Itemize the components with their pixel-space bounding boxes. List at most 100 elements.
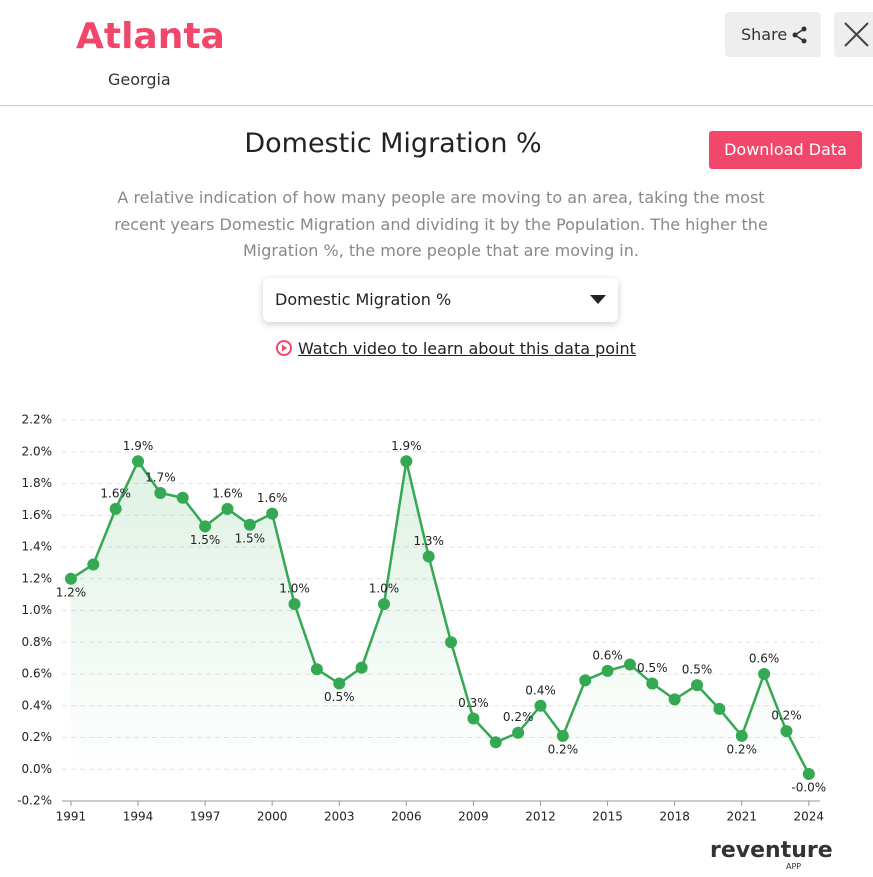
description: A relative indication of how many people… bbox=[114, 188, 768, 260]
point bbox=[579, 674, 592, 687]
close-icon bbox=[844, 22, 869, 47]
line bbox=[70, 458, 810, 775]
share-icon bbox=[792, 26, 807, 44]
point bbox=[288, 598, 301, 611]
point bbox=[266, 507, 279, 520]
y-tick-label: 1.0% bbox=[22, 603, 53, 617]
data-label: 0.4% bbox=[525, 683, 556, 697]
data-label: 0.2% bbox=[503, 710, 534, 724]
point bbox=[445, 636, 458, 649]
play-icon bbox=[276, 340, 292, 356]
dropdown-arrow bbox=[590, 295, 606, 304]
point bbox=[154, 487, 167, 500]
data-label: 0.5% bbox=[637, 661, 668, 675]
point bbox=[467, 712, 480, 725]
data-label: 1.6% bbox=[100, 486, 131, 500]
y-tick-label: 0.6% bbox=[22, 667, 53, 681]
data-label: 1.7% bbox=[145, 471, 176, 485]
point bbox=[355, 661, 368, 674]
video-link-text: Watch video to learn about this data poi… bbox=[298, 339, 636, 358]
data-label: 0.2% bbox=[548, 742, 579, 756]
dropdown-label: Domestic Migration % bbox=[275, 290, 452, 309]
x-tick-label: 2015 bbox=[592, 810, 623, 824]
y-tick-label: 1.8% bbox=[22, 476, 53, 490]
data-label: 0.5% bbox=[682, 663, 713, 677]
area bbox=[70, 461, 809, 775]
point bbox=[176, 491, 189, 504]
data-label: 1.5% bbox=[235, 531, 266, 545]
y-tick-label: 0.0% bbox=[22, 762, 53, 776]
x-tick-label: 2009 bbox=[458, 810, 489, 824]
data-label: 1.2% bbox=[56, 585, 87, 599]
state: Georgia bbox=[108, 70, 171, 89]
point bbox=[512, 726, 525, 739]
data-label: 1.6% bbox=[212, 486, 243, 500]
data-label: -0.0% bbox=[791, 781, 826, 795]
point bbox=[489, 736, 502, 749]
y-tick-label: 2.0% bbox=[22, 444, 53, 458]
point bbox=[802, 768, 815, 781]
point bbox=[668, 693, 681, 706]
logo-sub: APP bbox=[786, 862, 802, 871]
city: Atlanta bbox=[76, 16, 225, 57]
x-tick-label: 2021 bbox=[726, 810, 757, 824]
data-label: 1.9% bbox=[123, 439, 154, 453]
point bbox=[310, 663, 323, 676]
point bbox=[87, 558, 100, 571]
data-label: 1.0% bbox=[279, 582, 310, 596]
point bbox=[109, 502, 122, 515]
data-label: 1.6% bbox=[257, 491, 288, 505]
x-tick-label: 1994 bbox=[123, 810, 154, 824]
y-tick-label: 0.2% bbox=[22, 730, 53, 744]
dropdown[interactable]: Domestic Migration % bbox=[263, 278, 618, 322]
point bbox=[422, 550, 435, 563]
x-tick-label: 2018 bbox=[659, 810, 690, 824]
point bbox=[735, 729, 748, 742]
data-label: 0.6% bbox=[592, 648, 623, 662]
y-tick-label: 2.2% bbox=[22, 413, 53, 427]
point bbox=[333, 677, 346, 690]
data-label: 0.5% bbox=[324, 690, 355, 704]
download-button[interactable]: Download Data bbox=[709, 131, 862, 169]
share-label: Share bbox=[741, 25, 788, 44]
y-tick-label: 1.6% bbox=[22, 508, 53, 522]
data-label: 1.9% bbox=[391, 439, 422, 453]
share-button[interactable]: Share bbox=[725, 12, 821, 57]
x-tick-label: 2003 bbox=[324, 810, 355, 824]
point bbox=[780, 725, 793, 738]
video-link[interactable]: Watch video to learn about this data poi… bbox=[276, 339, 636, 358]
x-tick-label: 2006 bbox=[391, 810, 422, 824]
x-tick-label: 2012 bbox=[525, 810, 556, 824]
point bbox=[623, 658, 636, 671]
point bbox=[64, 572, 77, 585]
x-tick-label: 2024 bbox=[794, 810, 825, 824]
y-tick-label: 0.4% bbox=[22, 698, 53, 712]
point bbox=[132, 455, 145, 468]
x-tick-label: 1991 bbox=[56, 810, 87, 824]
y-tick-label: 1.2% bbox=[22, 571, 53, 585]
point bbox=[221, 502, 234, 515]
data-label: 1.0% bbox=[369, 582, 400, 596]
point bbox=[556, 729, 569, 742]
x-tick-label: 1997 bbox=[190, 810, 221, 824]
point bbox=[758, 668, 771, 680]
point bbox=[713, 702, 726, 715]
y-tick-label: 0.8% bbox=[22, 635, 53, 649]
data-label: 0.2% bbox=[771, 709, 802, 723]
data-label: 0.3% bbox=[458, 696, 489, 710]
point bbox=[601, 664, 614, 677]
divider bbox=[0, 105, 873, 106]
point bbox=[691, 679, 704, 692]
data-label: 0.2% bbox=[726, 742, 757, 756]
section-title: Domestic Migration % bbox=[244, 128, 542, 159]
point bbox=[646, 677, 659, 690]
point bbox=[199, 520, 212, 533]
y-tick-label: -0.2% bbox=[17, 794, 52, 808]
point bbox=[377, 598, 390, 611]
data-label: 1.3% bbox=[413, 534, 444, 548]
point bbox=[534, 699, 547, 712]
close-button[interactable] bbox=[834, 12, 873, 57]
point bbox=[243, 518, 256, 531]
